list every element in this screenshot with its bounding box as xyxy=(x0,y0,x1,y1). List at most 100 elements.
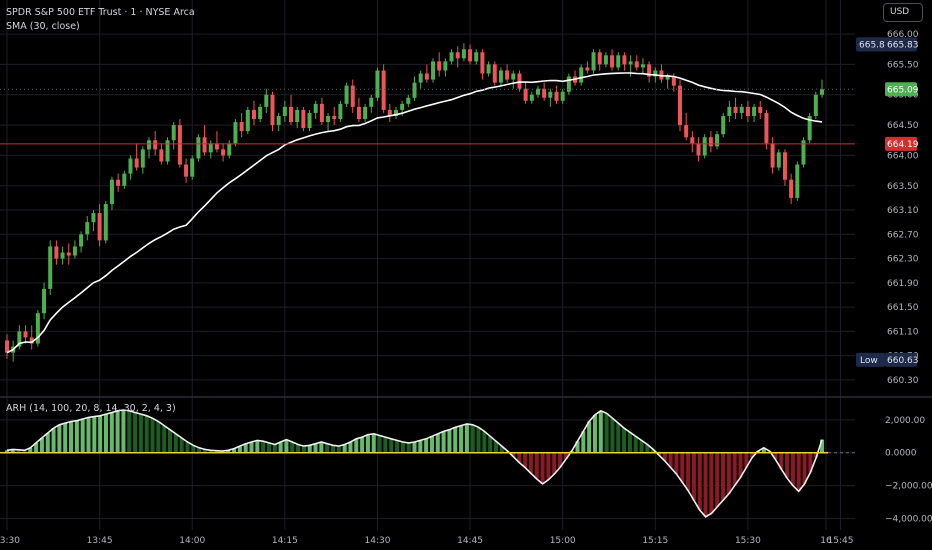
candle-body xyxy=(326,115,331,123)
last-price-tag-bg xyxy=(885,82,917,97)
osc-tick-label: −2,000.00 xyxy=(885,482,932,492)
candle-body xyxy=(387,109,392,116)
candle-body xyxy=(542,88,547,98)
horizontal-line xyxy=(0,88,855,145)
osc-bar xyxy=(214,450,219,453)
candle-body xyxy=(79,234,84,247)
time-tick-label: 13:30 xyxy=(0,536,20,546)
osc-tick-label: −4,000.00 xyxy=(885,514,932,524)
price-tick-label: 661.50 xyxy=(887,303,919,313)
osc-bar xyxy=(301,446,306,453)
candle-body xyxy=(122,173,127,186)
candle-body xyxy=(677,85,682,126)
candle-body xyxy=(159,149,164,162)
candle-body xyxy=(208,143,213,153)
time-tick-label: 15:45 xyxy=(828,536,854,546)
osc-bar xyxy=(453,427,458,453)
osc-bar xyxy=(581,431,586,453)
osc-bar xyxy=(127,410,132,453)
osc-bar xyxy=(715,452,720,507)
candle-body xyxy=(715,134,720,147)
candle-body xyxy=(48,246,53,289)
osc-bar xyxy=(266,442,271,453)
candle-body xyxy=(653,70,658,77)
osc-bar xyxy=(336,446,341,453)
candle-body xyxy=(566,76,571,92)
osc-bar xyxy=(296,444,301,453)
candle-body xyxy=(752,106,757,116)
osc-bar xyxy=(133,412,138,453)
sma-legend[interactable]: SMA (30, close) xyxy=(6,21,80,32)
osc-bar xyxy=(523,452,528,468)
osc-bar xyxy=(424,438,429,453)
osc-bar xyxy=(371,433,376,453)
osc-bar xyxy=(563,452,568,460)
osc-bar xyxy=(447,429,452,453)
osc-bar xyxy=(558,452,563,468)
candle-body xyxy=(184,164,189,177)
osc-bar xyxy=(482,431,487,453)
candle-body xyxy=(505,70,510,80)
currency-button[interactable]: USD xyxy=(883,3,923,22)
candle-body xyxy=(332,115,337,120)
candle-body xyxy=(270,94,275,126)
candle-body xyxy=(690,137,695,144)
candle-body xyxy=(807,115,812,141)
osc-bar xyxy=(441,431,446,453)
price-tick-label: 663.10 xyxy=(887,206,919,216)
osc-bar xyxy=(761,447,766,453)
candle-body xyxy=(134,158,139,168)
candle-body xyxy=(640,64,645,68)
candle-body xyxy=(708,137,713,147)
osc-bar xyxy=(476,427,481,453)
osc-bar xyxy=(779,452,784,470)
osc-bar xyxy=(377,435,382,453)
candle-body xyxy=(455,52,460,59)
osc-bar xyxy=(51,428,56,453)
candle-body xyxy=(363,106,368,120)
osc-bar xyxy=(226,450,231,453)
osc-bar xyxy=(610,418,615,453)
osc-bar xyxy=(121,410,126,453)
osc-bar xyxy=(709,452,714,514)
osc-bar xyxy=(598,410,603,453)
osc-bar xyxy=(494,441,498,453)
price-tick-label: 662.70 xyxy=(887,230,919,240)
osc-bar xyxy=(232,448,237,453)
time-tick-label: 15:00 xyxy=(550,536,576,546)
candle-body xyxy=(233,122,238,144)
osc-bar xyxy=(796,452,801,492)
osc-bar xyxy=(331,445,335,453)
candle-body xyxy=(406,97,411,104)
osc-bar xyxy=(686,452,691,491)
candle-body xyxy=(196,137,201,159)
osc-bar xyxy=(721,452,726,501)
candle-body xyxy=(190,158,195,177)
candle-body xyxy=(17,331,22,347)
candle-body xyxy=(424,73,429,80)
candle-body xyxy=(764,112,769,144)
candle-body xyxy=(554,91,559,101)
candle-body xyxy=(511,73,516,80)
gear-icon[interactable] xyxy=(884,530,928,550)
osc-bar xyxy=(744,452,749,468)
candle-body xyxy=(449,52,454,62)
candles-layer xyxy=(5,43,824,362)
osc-bar xyxy=(499,446,504,453)
level-price-tag-bg xyxy=(885,136,917,151)
candle-body xyxy=(128,158,133,174)
osc-bar xyxy=(168,429,172,453)
osc-bar xyxy=(63,423,68,453)
oscillator-legend[interactable]: ARH (14, 100, 20, 8, 14, 30, 2, 4, 3) xyxy=(6,403,176,414)
candle-body xyxy=(356,106,361,120)
candle-body xyxy=(23,331,28,338)
candle-body xyxy=(116,179,121,186)
candle-body xyxy=(282,106,287,116)
candle-body xyxy=(171,125,176,141)
osc-line xyxy=(6,409,823,518)
osc-bar xyxy=(528,452,533,474)
time-tick-label: 15:15 xyxy=(642,536,668,546)
candle-body xyxy=(739,106,744,113)
osc-bar xyxy=(488,436,493,453)
osc-bar xyxy=(639,440,644,453)
